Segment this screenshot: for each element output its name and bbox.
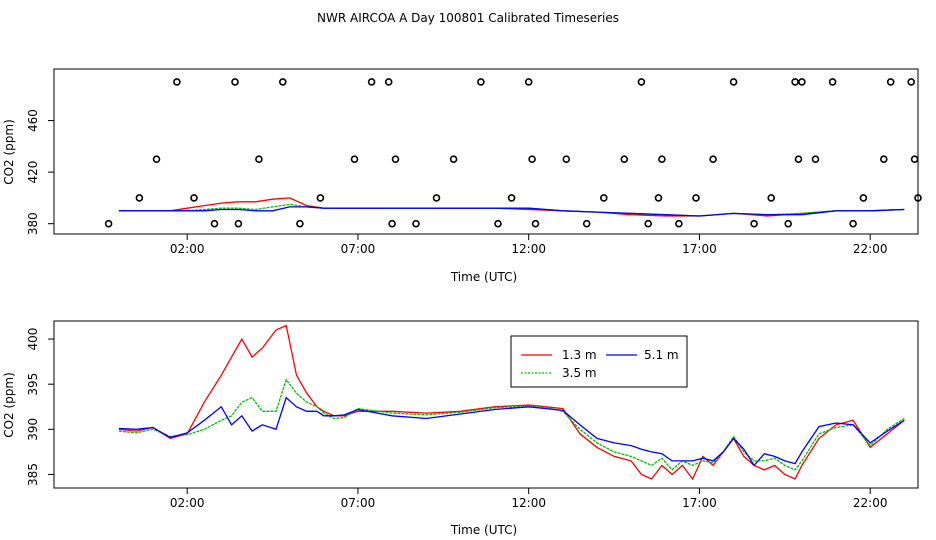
top-y-tick-label: 420 bbox=[26, 161, 40, 184]
top-marker-point bbox=[886, 78, 895, 86]
top-marker-point bbox=[432, 194, 441, 202]
top-marker-point bbox=[729, 78, 738, 86]
top-marker-point bbox=[477, 78, 485, 86]
top-x-tick-label: 07:00 bbox=[341, 242, 376, 256]
top-marker-point bbox=[644, 219, 653, 228]
top-marker-point bbox=[135, 194, 144, 202]
top-marker-point bbox=[391, 155, 400, 163]
legend-label-3-5m: 3.5 m bbox=[562, 366, 597, 380]
top-marker-point bbox=[828, 78, 837, 86]
top-marker-point bbox=[658, 155, 666, 163]
top-plot-frame bbox=[53, 68, 919, 235]
legend-label-5-1m: 5.1 m bbox=[644, 348, 679, 362]
top-marker-point bbox=[599, 194, 608, 202]
top-marker-point bbox=[190, 194, 198, 202]
legend-box bbox=[510, 335, 688, 388]
top-marker-point bbox=[231, 78, 239, 86]
bottom-y-tick-label: 385 bbox=[26, 463, 40, 486]
top-marker-point bbox=[859, 194, 868, 202]
bottom-x-label: Time (UTC) bbox=[450, 523, 517, 537]
top-marker-point bbox=[620, 155, 629, 163]
bottom-x-tick-label: 22:00 bbox=[853, 496, 888, 510]
top-marker-point bbox=[849, 219, 857, 228]
top-marker-point bbox=[791, 78, 799, 86]
bottom-series-line-35m bbox=[118, 378, 905, 471]
top-x-tick-label: 02:00 bbox=[170, 242, 205, 256]
top-x-axis: 02:00 07:00 12:00 17:00 22:00 bbox=[170, 234, 888, 256]
chart-title: NWR AIRCOA A Day 100801 Calibrated Times… bbox=[317, 11, 619, 25]
top-panel: 02:00 07:00 12:00 17:00 22:00 380 420 460 Time… bbox=[2, 68, 922, 284]
top-marker-point bbox=[654, 194, 663, 202]
top-marker-point bbox=[750, 219, 758, 228]
top-marker-point bbox=[350, 155, 359, 163]
top-x-label: Time (UTC) bbox=[450, 270, 517, 284]
top-marker-point bbox=[449, 155, 458, 163]
top-marker-point bbox=[412, 219, 420, 228]
bottom-x-tick-label: 07:00 bbox=[341, 496, 376, 510]
top-marker-point bbox=[798, 78, 806, 86]
top-marker-point bbox=[879, 155, 888, 163]
top-marker-point bbox=[278, 78, 287, 86]
top-marker-point bbox=[255, 155, 263, 163]
top-marker-point bbox=[767, 194, 776, 202]
bottom-series-line-51m bbox=[118, 396, 905, 467]
top-series-line-51m bbox=[118, 206, 905, 217]
bottom-y-axis: 385 390 395 400 bbox=[26, 328, 54, 486]
top-marker-point bbox=[507, 194, 516, 202]
top-marker-point bbox=[528, 155, 536, 163]
bottom-x-tick-label: 12:00 bbox=[511, 496, 546, 510]
top-marker-point bbox=[692, 194, 700, 202]
top-marker-point bbox=[582, 219, 591, 228]
top-y-tick-label: 380 bbox=[26, 212, 40, 235]
top-marker-point bbox=[794, 155, 803, 163]
top-marker-point bbox=[709, 155, 717, 163]
top-series-group bbox=[118, 197, 905, 217]
top-y-tick-label: 460 bbox=[26, 109, 40, 132]
top-marker-point bbox=[910, 155, 919, 163]
top-x-tick-label: 22:00 bbox=[853, 242, 888, 256]
bottom-x-tick-label: 17:00 bbox=[682, 496, 717, 510]
top-marker-group bbox=[104, 78, 922, 228]
bottom-y-tick-label: 395 bbox=[26, 373, 40, 396]
top-marker-point bbox=[784, 219, 793, 228]
top-y-label: CO2 (ppm) bbox=[2, 119, 16, 185]
top-marker-point bbox=[494, 219, 502, 228]
top-marker-point bbox=[152, 155, 161, 163]
top-marker-point bbox=[388, 219, 396, 228]
top-marker-point bbox=[384, 78, 393, 86]
top-marker-point bbox=[524, 78, 533, 86]
bottom-x-axis: 02:00 07:00 12:00 17:00 22:00 bbox=[170, 488, 888, 510]
bottom-x-tick-label: 02:00 bbox=[170, 496, 205, 510]
bottom-series-line-13m bbox=[118, 324, 905, 481]
top-marker-point bbox=[811, 155, 820, 163]
top-marker-point bbox=[234, 219, 243, 228]
top-marker-point bbox=[531, 219, 540, 228]
top-marker-point bbox=[562, 155, 571, 163]
bottom-y-label: CO2 (ppm) bbox=[2, 372, 16, 438]
top-marker-point bbox=[914, 194, 922, 202]
top-marker-point bbox=[173, 78, 181, 86]
top-marker-point bbox=[316, 194, 325, 202]
top-x-tick-label: 17:00 bbox=[682, 242, 717, 256]
legend-label-1-3m: 1.3 m bbox=[562, 348, 597, 362]
top-marker-point bbox=[104, 219, 113, 228]
legend: 1.3 m 3.5 m 5.1 m bbox=[510, 335, 688, 388]
bottom-panel: 02:00 07:00 12:00 17:00 22:00 385 390 395 400 T… bbox=[2, 320, 919, 537]
bottom-y-tick-label: 400 bbox=[26, 328, 40, 351]
top-x-tick-label: 12:00 bbox=[511, 242, 546, 256]
bottom-plot-frame bbox=[53, 320, 919, 489]
top-marker-point bbox=[367, 78, 376, 86]
top-marker-point bbox=[637, 78, 646, 86]
top-marker-point bbox=[210, 219, 219, 228]
bottom-y-tick-label: 390 bbox=[26, 418, 40, 441]
top-marker-point bbox=[675, 219, 683, 228]
top-marker-point bbox=[296, 219, 304, 228]
top-y-axis: 380 420 460 bbox=[26, 109, 54, 235]
bottom-series-group bbox=[118, 324, 905, 481]
top-marker-point bbox=[907, 78, 916, 86]
